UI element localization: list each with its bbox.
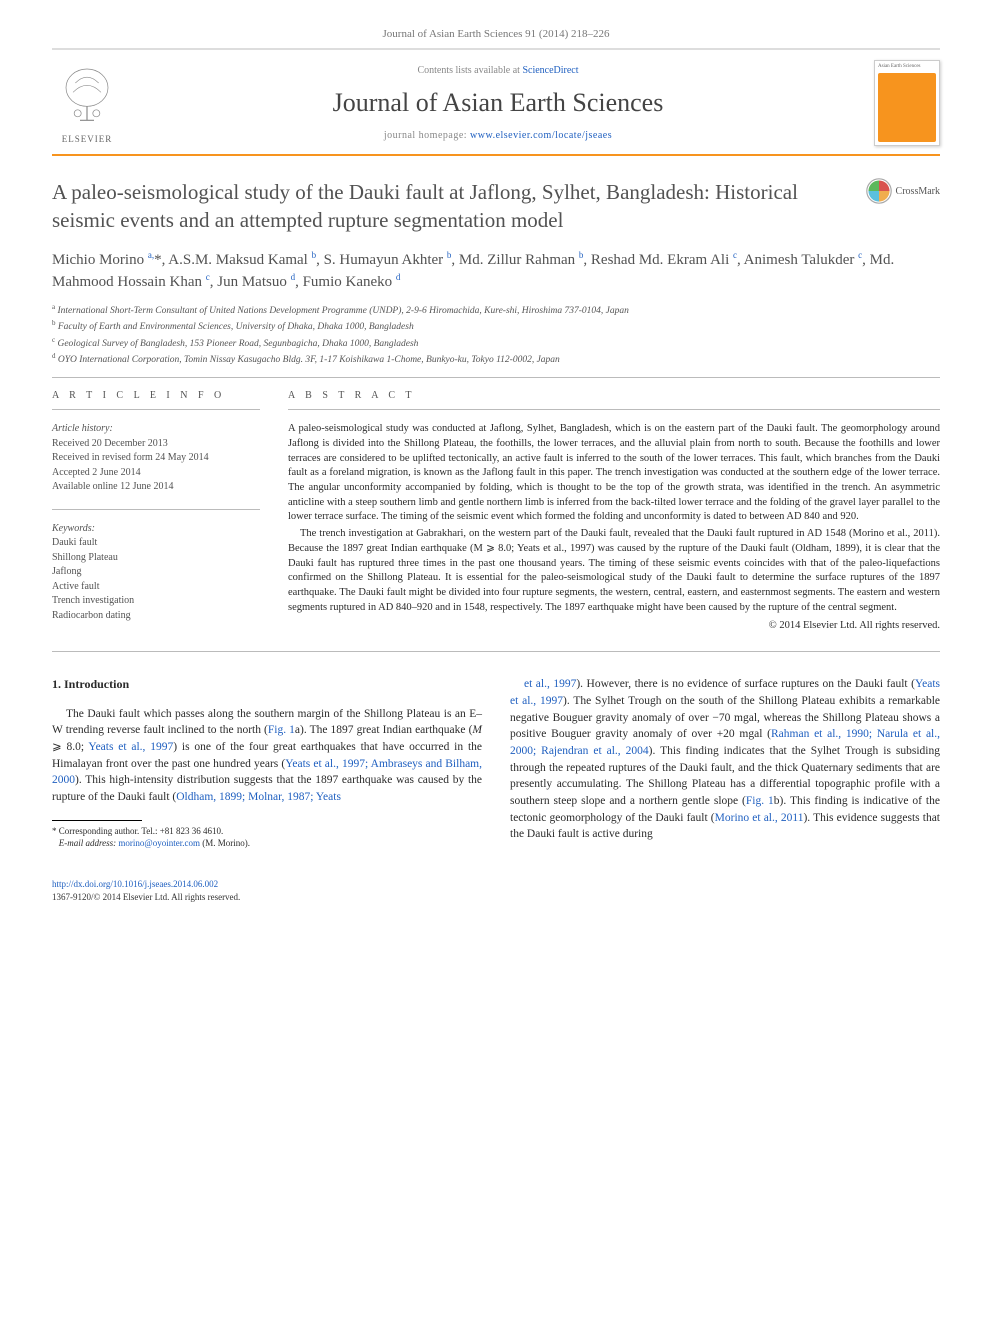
article-history: Article history: Received 20 December 20… (52, 422, 260, 495)
journal-reference: Journal of Asian Earth Sciences 91 (2014… (52, 28, 940, 40)
keyword-item: Radiocarbon dating (52, 609, 260, 624)
publisher-name: ELSEVIER (62, 134, 113, 144)
affiliation-item: c Geological Survey of Bangladesh, 153 P… (52, 335, 940, 351)
cover-map-graphic (878, 73, 936, 142)
copyright-line: © 2014 Elsevier Ltd. All rights reserved… (288, 619, 940, 634)
contents-prefix: Contents lists available at (417, 65, 522, 76)
intro-heading: 1. Introduction (52, 676, 482, 693)
keyword-item: Active fault (52, 580, 260, 595)
keywords-head: Keywords: (52, 522, 260, 537)
email-owner: (M. Morino). (202, 838, 250, 848)
journal-cover-thumbnail: Asian Earth Sciences (874, 60, 940, 146)
homepage-prefix: journal homepage: (384, 130, 470, 141)
divider (288, 409, 940, 410)
sciencedirect-link[interactable]: ScienceDirect (522, 65, 578, 76)
issn-copyright: 1367-9120/© 2014 Elsevier Ltd. All right… (52, 892, 240, 902)
contents-available-line: Contents lists available at ScienceDirec… (122, 65, 874, 76)
keyword-item: Shillong Plateau (52, 551, 260, 566)
history-line: Available online 12 June 2014 (52, 480, 260, 495)
crossmark-label: CrossMark (896, 186, 940, 197)
cover-title: Asian Earth Sciences (878, 64, 936, 69)
journal-homepage-link[interactable]: www.elsevier.com/locate/jseaes (470, 130, 612, 141)
history-head: Article history: (52, 422, 260, 437)
doi-link[interactable]: http://dx.doi.org/10.1016/j.jseaes.2014.… (52, 879, 218, 889)
abstract-paragraph-2: The trench investigation at Gabrakhari, … (288, 527, 940, 615)
divider (52, 409, 260, 410)
intro-paragraph-left: The Dauki fault which passes along the s… (52, 706, 482, 806)
abstract-paragraph-1: A paleo-seismological study was conducte… (288, 422, 940, 525)
footnote-rule (52, 820, 142, 821)
email-line: E-mail address: morino@oyointer.com (M. … (52, 837, 482, 850)
article-title: A paleo-seismological study of the Dauki… (52, 178, 866, 235)
crossmark-badge[interactable]: CrossMark (866, 178, 940, 204)
body-column-left: 1. Introduction The Dauki fault which pa… (52, 676, 482, 850)
journal-title: Journal of Asian Earth Sciences (122, 88, 874, 118)
email-label: E-mail address: (59, 838, 116, 848)
history-line: Received 20 December 2013 (52, 437, 260, 452)
abstract-label: A B S T R A C T (288, 390, 940, 401)
history-line: Received in revised form 24 May 2014 (52, 451, 260, 466)
crossmark-icon (866, 178, 892, 204)
keyword-item: Jaflong (52, 565, 260, 580)
divider (52, 377, 940, 378)
doi-block: http://dx.doi.org/10.1016/j.jseaes.2014.… (52, 878, 940, 903)
intro-paragraph-right: et al., 1997). However, there is no evid… (510, 676, 940, 843)
keywords-block: Keywords: Dauki faultShillong PlateauJaf… (52, 522, 260, 624)
affiliation-item: d OYO International Corporation, Tomin N… (52, 351, 940, 367)
article-info-label: A R T I C L E I N F O (52, 390, 260, 401)
affiliation-item: b Faculty of Earth and Environmental Sci… (52, 318, 940, 334)
corresponding-author: * Corresponding author. Tel.: +81 823 36… (52, 825, 482, 838)
affiliation-list: a International Short-Term Consultant of… (52, 302, 940, 368)
keyword-item: Dauki fault (52, 536, 260, 551)
author-list: Michio Morino a,*, A.S.M. Maksud Kamal b… (52, 249, 940, 294)
divider (52, 509, 260, 510)
history-line: Accepted 2 June 2014 (52, 466, 260, 481)
keyword-item: Trench investigation (52, 594, 260, 609)
elsevier-tree-icon (52, 62, 122, 132)
journal-header: ELSEVIER Contents lists available at Sci… (52, 48, 940, 156)
author-email-link[interactable]: morino@oyointer.com (118, 838, 200, 848)
divider (52, 651, 940, 652)
abstract-text: A paleo-seismological study was conducte… (288, 422, 940, 634)
affiliation-item: a International Short-Term Consultant of… (52, 302, 940, 318)
elsevier-logo: ELSEVIER (52, 62, 122, 144)
journal-homepage-line: journal homepage: www.elsevier.com/locat… (122, 130, 874, 141)
body-column-right: et al., 1997). However, there is no evid… (510, 676, 940, 850)
